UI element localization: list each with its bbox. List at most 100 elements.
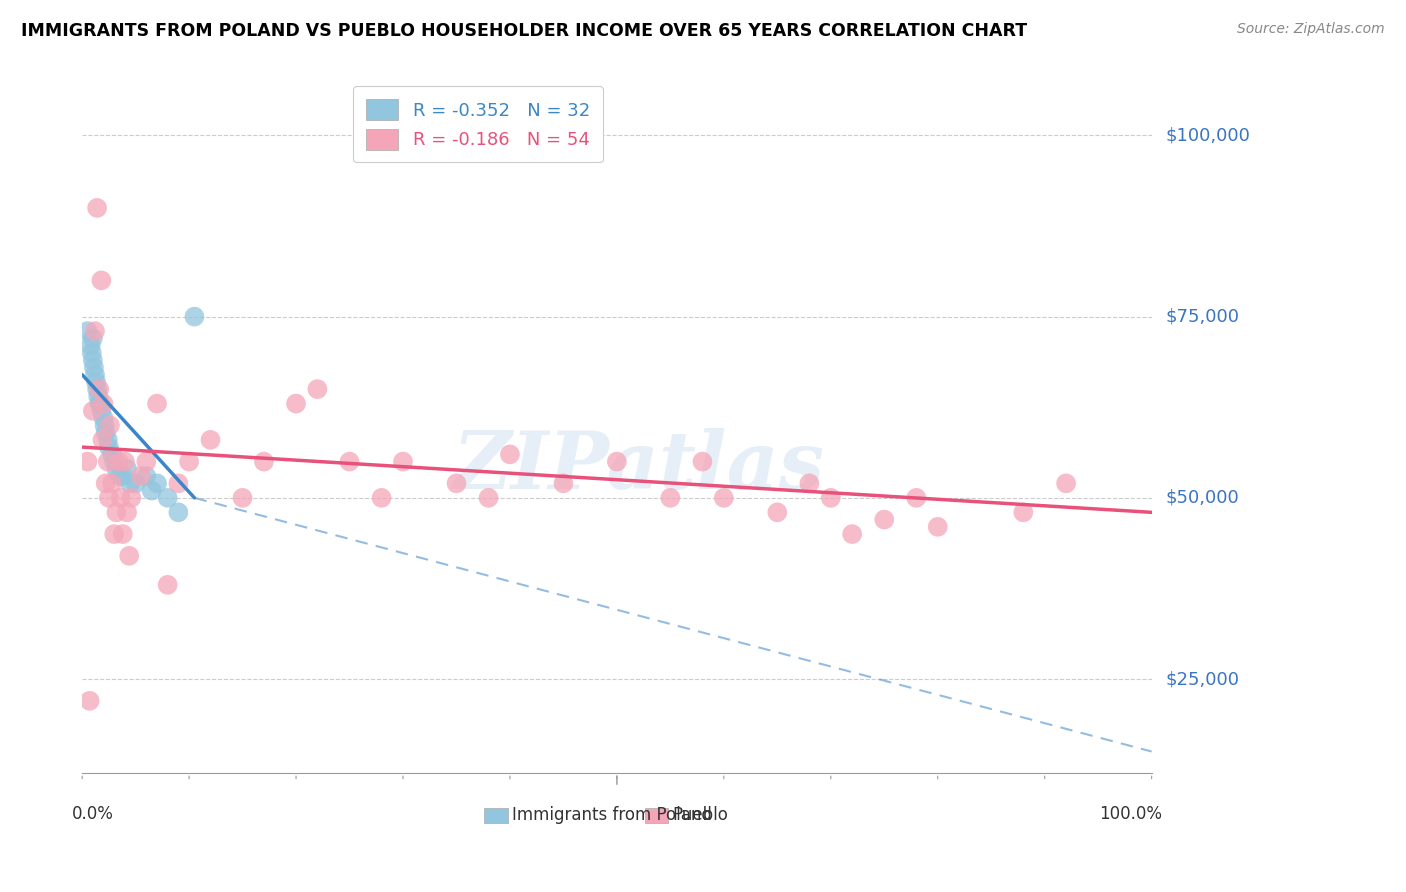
- Point: [285, 396, 308, 410]
- Point: [93, 418, 115, 433]
- Point: [114, 454, 136, 468]
- Point: [105, 505, 128, 519]
- Point: [115, 505, 138, 519]
- Legend: R = -0.352   N = 32, R = -0.186   N = 54: R = -0.352 N = 32, R = -0.186 N = 54: [353, 87, 603, 162]
- Point: [90, 404, 112, 418]
- Text: $75,000: $75,000: [1166, 308, 1240, 326]
- Point: [659, 491, 682, 505]
- Text: $25,000: $25,000: [1166, 670, 1240, 688]
- Point: [606, 454, 628, 468]
- Point: [89, 396, 111, 410]
- Point: [120, 476, 142, 491]
- Point: [111, 527, 134, 541]
- Point: [873, 512, 896, 526]
- Point: [477, 491, 499, 505]
- Point: [120, 491, 142, 505]
- Point: [101, 447, 124, 461]
- Point: [141, 483, 163, 498]
- Text: 0.0%: 0.0%: [72, 805, 114, 822]
- Point: [713, 491, 735, 505]
- Point: [1012, 505, 1035, 519]
- Point: [76, 454, 98, 468]
- Point: [86, 382, 108, 396]
- Point: [146, 396, 169, 410]
- Point: [307, 382, 329, 396]
- Point: [97, 440, 120, 454]
- Point: [79, 694, 101, 708]
- Point: [87, 389, 110, 403]
- Point: [108, 469, 131, 483]
- Text: Immigrants from Poland: Immigrants from Poland: [512, 806, 711, 824]
- FancyBboxPatch shape: [645, 808, 668, 823]
- Point: [90, 273, 112, 287]
- Point: [110, 491, 132, 505]
- FancyBboxPatch shape: [484, 808, 508, 823]
- Point: [82, 404, 104, 418]
- Point: [446, 476, 468, 491]
- Point: [107, 454, 129, 468]
- Point: [927, 520, 949, 534]
- Point: [89, 382, 111, 396]
- Point: [124, 476, 146, 491]
- Point: [82, 353, 104, 368]
- Point: [105, 462, 128, 476]
- Point: [86, 201, 108, 215]
- Point: [101, 476, 124, 491]
- Point: [80, 346, 103, 360]
- Point: [115, 462, 138, 476]
- Point: [553, 476, 575, 491]
- Point: [93, 411, 115, 425]
- Point: [118, 549, 141, 563]
- Point: [499, 447, 522, 461]
- Point: [799, 476, 821, 491]
- Point: [97, 433, 120, 447]
- Text: $100,000: $100,000: [1166, 127, 1250, 145]
- Point: [89, 396, 111, 410]
- Point: [76, 324, 98, 338]
- Point: [135, 469, 157, 483]
- Point: [156, 491, 179, 505]
- Point: [98, 418, 121, 433]
- Point: [135, 454, 157, 468]
- Point: [177, 454, 200, 468]
- Point: [167, 476, 190, 491]
- Point: [253, 454, 276, 468]
- Point: [97, 454, 120, 468]
- Point: [841, 527, 863, 541]
- Point: [84, 375, 107, 389]
- Text: Pueblo: Pueblo: [672, 806, 728, 824]
- Point: [103, 454, 125, 468]
- Point: [111, 469, 134, 483]
- Text: Source: ZipAtlas.com: Source: ZipAtlas.com: [1237, 22, 1385, 37]
- Point: [94, 476, 117, 491]
- Point: [97, 491, 120, 505]
- Point: [83, 360, 105, 375]
- Point: [146, 476, 169, 491]
- Point: [156, 578, 179, 592]
- Point: [370, 491, 392, 505]
- Text: ZIPatlas: ZIPatlas: [453, 428, 824, 506]
- Point: [93, 396, 115, 410]
- Point: [84, 324, 107, 338]
- Point: [392, 454, 415, 468]
- Point: [766, 505, 789, 519]
- Point: [820, 491, 842, 505]
- Point: [183, 310, 205, 324]
- Point: [94, 425, 117, 440]
- Point: [232, 491, 254, 505]
- Point: [80, 338, 103, 352]
- Point: [905, 491, 928, 505]
- Point: [692, 454, 714, 468]
- Point: [84, 368, 107, 382]
- Point: [103, 527, 125, 541]
- Text: 100.0%: 100.0%: [1099, 805, 1163, 822]
- Point: [91, 433, 114, 447]
- Point: [82, 331, 104, 345]
- Point: [167, 505, 190, 519]
- Point: [339, 454, 361, 468]
- Point: [129, 469, 152, 483]
- Point: [1054, 476, 1077, 491]
- Text: IMMIGRANTS FROM POLAND VS PUEBLO HOUSEHOLDER INCOME OVER 65 YEARS CORRELATION CH: IMMIGRANTS FROM POLAND VS PUEBLO HOUSEHO…: [21, 22, 1028, 40]
- Text: $50,000: $50,000: [1166, 489, 1239, 507]
- Point: [200, 433, 222, 447]
